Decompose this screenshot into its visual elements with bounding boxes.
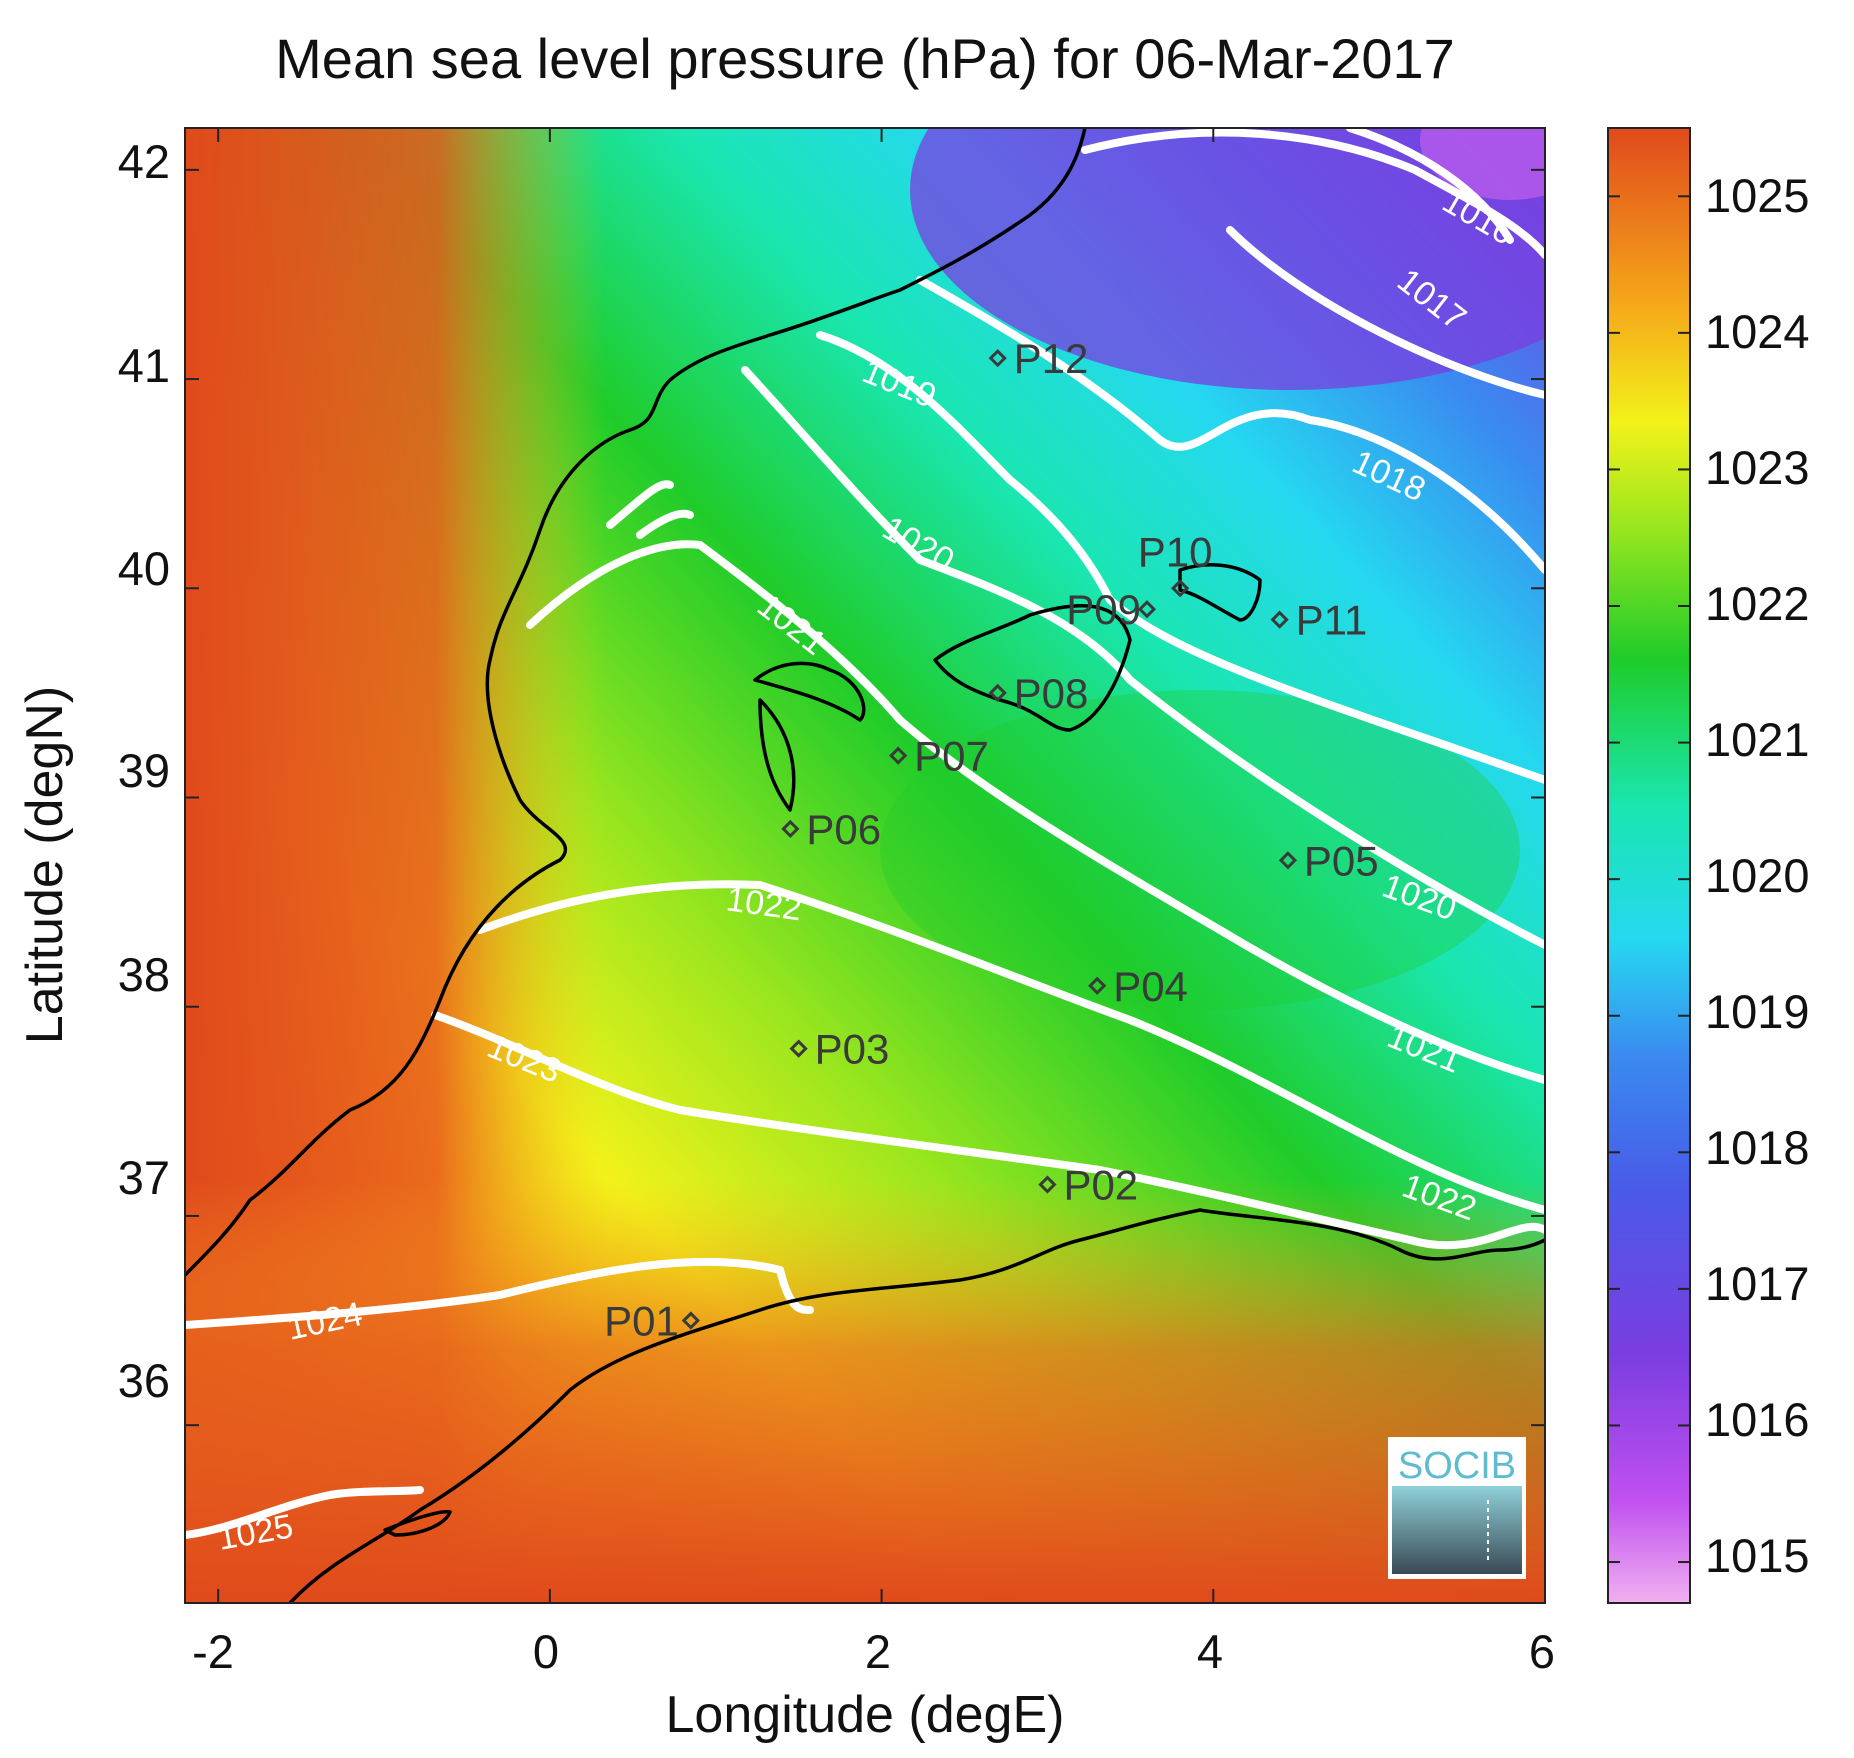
colorbar-tick-label: 1017 — [1705, 1257, 1810, 1310]
y-tick-label: 42 — [118, 135, 170, 188]
y-tick-label: 37 — [118, 1151, 170, 1204]
station-label: P03 — [815, 1026, 890, 1073]
station-marker — [988, 683, 1007, 703]
station-label: P11 — [1296, 597, 1368, 644]
x-tick-label: 0 — [533, 1625, 559, 1678]
isobars — [185, 128, 1545, 1539]
station-p04: P04 — [1088, 963, 1188, 1010]
station-label: P07 — [914, 733, 989, 780]
station-marker — [681, 1311, 700, 1330]
station-marker — [789, 1039, 808, 1058]
y-tick-label: 38 — [118, 948, 170, 1001]
station-marker — [1038, 1175, 1057, 1194]
y-tick-label: 40 — [118, 542, 170, 595]
station-p03: P03 — [789, 1026, 890, 1073]
x-tick-labels: -2 0 2 4 6 — [192, 1625, 1555, 1678]
colorbar-tick-label: 1020 — [1705, 849, 1810, 902]
station-label: P12 — [1014, 335, 1089, 382]
station-p11: P11 — [1270, 597, 1368, 644]
y-tick-labels: 42 41 40 39 38 37 36 — [118, 135, 170, 1407]
station-p01: P01 — [604, 1298, 700, 1345]
colorbar: 1025 1024 1023 1022 1021 1020 1019 1018 … — [1607, 127, 1810, 1604]
socib-logo: SOCIB — [1388, 1437, 1526, 1579]
stations: P01 P02 P03 P04 P05 P06 P07 P08 P09 P10 P11 P12 — [604, 335, 1379, 1344]
station-marker — [1170, 579, 1190, 598]
colorbar-tick-label: 1022 — [1705, 577, 1810, 630]
station-label: P08 — [1014, 670, 1089, 717]
station-p10: P10 — [1138, 528, 1213, 598]
station-label: P10 — [1138, 528, 1213, 575]
station-p05: P05 — [1278, 837, 1379, 884]
colorbar-tick-label: 1015 — [1705, 1529, 1810, 1582]
colorbar-tick-label: 1025 — [1705, 169, 1810, 222]
x-tick-label: -2 — [192, 1625, 234, 1678]
station-marker — [988, 349, 1007, 368]
y-tick-label: 41 — [118, 339, 170, 392]
station-marker — [1088, 976, 1107, 995]
station-label: P09 — [1066, 586, 1141, 633]
x-tick-label: 6 — [1529, 1625, 1555, 1678]
station-p07: P07 — [889, 733, 989, 780]
station-marker — [1278, 851, 1298, 870]
station-p09: P09 — [1066, 586, 1157, 633]
x-tick-label: 4 — [1197, 1625, 1223, 1678]
chart-title: Mean sea level pressure (hPa) for 06-Mar… — [275, 27, 1455, 90]
station-p12: P12 — [988, 335, 1089, 382]
station-marker — [781, 819, 800, 839]
station-p02: P02 — [1038, 1162, 1138, 1209]
station-marker — [1137, 600, 1157, 619]
station-label: P02 — [1063, 1162, 1138, 1209]
colorbar-tick-label: 1024 — [1705, 305, 1810, 358]
colorbar-tick-label: 1019 — [1705, 985, 1810, 1038]
colorbar-tick-label: 1023 — [1705, 441, 1810, 494]
x-axis-label: Longitude (degE) — [666, 1686, 1065, 1744]
station-label: P05 — [1304, 837, 1379, 884]
station-marker — [889, 746, 908, 765]
station-label: P04 — [1113, 963, 1188, 1010]
station-label: P01 — [604, 1298, 679, 1345]
colorbar-tick-label: 1021 — [1705, 713, 1810, 766]
coastlines — [185, 128, 1545, 1603]
x-tick-label: 2 — [865, 1625, 891, 1678]
y-axis-label: Latitude (degN) — [16, 686, 74, 1044]
colorbar-tick-label: 1018 — [1705, 1121, 1810, 1174]
plot-frame — [184, 127, 1546, 1604]
colorbar-tick-label: 1016 — [1705, 1393, 1810, 1446]
pressure-field — [185, 128, 1545, 1603]
tick-marks — [185, 128, 1546, 1603]
station-p06: P06 — [781, 806, 881, 853]
y-tick-label: 36 — [118, 1354, 170, 1407]
station-label: P06 — [806, 806, 881, 853]
station-marker — [1270, 610, 1289, 629]
station-p08: P08 — [988, 670, 1089, 717]
colorbar-gradient — [1607, 127, 1691, 1604]
y-tick-label: 39 — [118, 744, 170, 797]
logo-text: SOCIB — [1398, 1445, 1516, 1487]
